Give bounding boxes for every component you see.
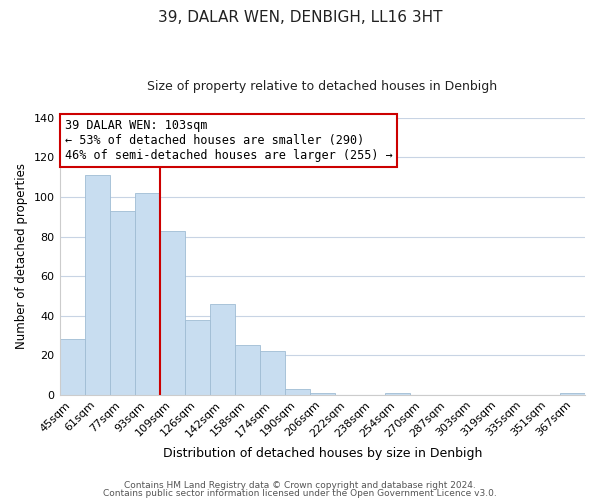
Bar bbox=[110, 211, 134, 395]
Bar bbox=[209, 304, 235, 395]
Bar bbox=[285, 389, 310, 395]
Bar bbox=[134, 193, 160, 395]
Title: Size of property relative to detached houses in Denbigh: Size of property relative to detached ho… bbox=[147, 80, 497, 93]
Bar bbox=[185, 320, 209, 395]
Bar bbox=[59, 340, 85, 395]
Text: Contains HM Land Registry data © Crown copyright and database right 2024.: Contains HM Land Registry data © Crown c… bbox=[124, 481, 476, 490]
X-axis label: Distribution of detached houses by size in Denbigh: Distribution of detached houses by size … bbox=[163, 447, 482, 460]
Text: Contains public sector information licensed under the Open Government Licence v3: Contains public sector information licen… bbox=[103, 488, 497, 498]
Bar bbox=[260, 352, 285, 395]
Bar bbox=[235, 346, 260, 395]
Bar bbox=[385, 393, 410, 395]
Bar bbox=[560, 393, 585, 395]
Bar bbox=[310, 393, 335, 395]
Y-axis label: Number of detached properties: Number of detached properties bbox=[15, 164, 28, 350]
Bar bbox=[160, 230, 185, 395]
Text: 39 DALAR WEN: 103sqm
← 53% of detached houses are smaller (290)
46% of semi-deta: 39 DALAR WEN: 103sqm ← 53% of detached h… bbox=[65, 119, 392, 162]
Text: 39, DALAR WEN, DENBIGH, LL16 3HT: 39, DALAR WEN, DENBIGH, LL16 3HT bbox=[158, 10, 442, 25]
Bar bbox=[85, 175, 110, 395]
